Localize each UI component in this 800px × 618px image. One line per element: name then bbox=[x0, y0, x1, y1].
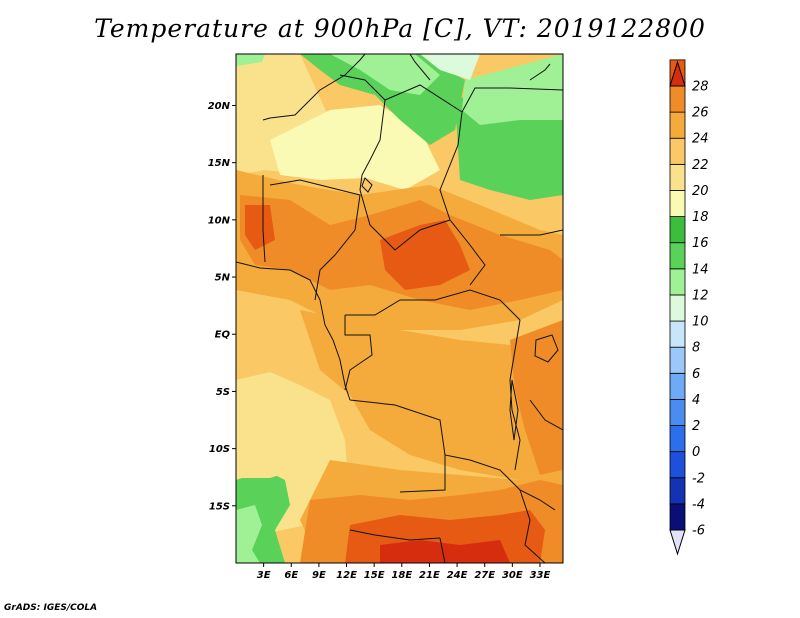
lat-tick-label: 15S bbox=[209, 501, 230, 512]
border-red-sea-coast bbox=[529, 63, 551, 81]
grads-credit: GrADS: IGES/COLA bbox=[4, 603, 98, 613]
colorbar-low-arrow bbox=[669, 529, 686, 556]
lon-tick-label: 24E bbox=[447, 570, 468, 581]
lon-tick-label: 9E bbox=[312, 570, 326, 581]
colorbar-bin bbox=[669, 111, 686, 139]
border-sahel-north bbox=[262, 54, 366, 121]
colorbar-label: 4 bbox=[692, 393, 700, 408]
colorbar-bin bbox=[669, 372, 686, 400]
border-libya bbox=[409, 54, 431, 81]
colorbar-label: 10 bbox=[692, 315, 709, 330]
border-tanzania bbox=[529, 399, 563, 431]
border-cameroon bbox=[269, 179, 361, 301]
lat-tick-label: 20N bbox=[208, 101, 231, 112]
lon-tick-label: 33E bbox=[530, 570, 551, 581]
border-coastline-west bbox=[236, 261, 351, 401]
lat-tick-label: EQ bbox=[215, 330, 231, 341]
border-lake-tanganyika bbox=[509, 379, 519, 441]
border-drc-north bbox=[345, 289, 521, 321]
colorbar-bin bbox=[669, 190, 686, 217]
colorbar-label: 12 bbox=[692, 288, 709, 303]
colorbar-bin bbox=[669, 399, 686, 426]
country-borders bbox=[236, 54, 563, 563]
latitude-axis: 20N 15N 10N 5N EQ 5S 10S 15S bbox=[208, 101, 236, 512]
border-mozambique bbox=[519, 489, 546, 563]
lat-tick-label: 10N bbox=[208, 215, 231, 226]
field-sahel-16-18 bbox=[270, 105, 440, 190]
border-angola-north bbox=[349, 399, 471, 461]
colorbar-label: -4 bbox=[692, 497, 705, 512]
field-east-warm-24-26 bbox=[510, 320, 563, 475]
colorbar-label: 0 bbox=[692, 445, 700, 460]
colorbar-bin bbox=[669, 242, 686, 270]
lat-tick-label: 15N bbox=[208, 158, 231, 169]
lon-tick-label: 12E bbox=[336, 570, 357, 581]
colorbar-bin bbox=[669, 451, 686, 479]
colorbar-label: 22 bbox=[692, 158, 709, 173]
field-top-pale bbox=[420, 54, 480, 80]
lon-tick-label: 18E bbox=[391, 570, 412, 581]
lon-tick-label: 15E bbox=[364, 570, 385, 581]
border-lake-chad bbox=[361, 177, 373, 193]
colorbar-label: 18 bbox=[692, 210, 709, 225]
colorbar-bin bbox=[669, 85, 686, 113]
colorbar-bin bbox=[669, 425, 686, 453]
longitude-axis: 3E 6E 9E 12E 15E 18E 21E 24E 27E 30E 33E bbox=[257, 563, 551, 581]
lat-tick-label: 5S bbox=[216, 387, 230, 398]
lon-tick-label: 21E bbox=[419, 570, 440, 581]
colorbar-bin bbox=[669, 346, 686, 374]
border-car bbox=[359, 189, 486, 286]
colorbar-bin bbox=[669, 137, 686, 165]
colorbar-bin bbox=[669, 503, 686, 531]
lat-tick-label: 10S bbox=[209, 444, 230, 455]
lon-tick-label: 6E bbox=[284, 570, 298, 581]
plot-frame bbox=[235, 53, 564, 564]
lon-tick-label: 3E bbox=[257, 570, 271, 581]
field-hot-core-26-28 bbox=[380, 220, 470, 290]
field-northeast-light-green bbox=[462, 54, 563, 125]
colorbar-bin bbox=[669, 477, 686, 505]
map-title: Temperature at 900hPa [C], VT: 201912280… bbox=[94, 14, 706, 43]
colorbar-bin bbox=[669, 320, 686, 348]
field-south-core-28 bbox=[380, 540, 510, 563]
colorbar-label: 26 bbox=[692, 106, 709, 121]
colorbar-label: 14 bbox=[692, 262, 709, 277]
colorbar-label: -2 bbox=[692, 471, 705, 486]
colorbar-label: 28 bbox=[692, 80, 709, 95]
colorbar-label: 6 bbox=[692, 367, 700, 382]
colorbar-label: 8 bbox=[692, 341, 700, 356]
temperature-field bbox=[236, 54, 563, 563]
colorbar-bin bbox=[669, 268, 686, 296]
border-south-vertical bbox=[439, 537, 446, 563]
border-angola-south bbox=[349, 529, 441, 541]
border-horn bbox=[461, 87, 563, 113]
colorbar-bin bbox=[669, 294, 686, 322]
lat-tick-label: 5N bbox=[215, 273, 231, 284]
field-southwest-green-12-14 bbox=[236, 505, 262, 563]
field-north-green-12-14 bbox=[330, 54, 440, 95]
colorbar-label: 16 bbox=[692, 236, 709, 251]
colorbar-high-arrow bbox=[669, 60, 686, 87]
field-hot-west-patch bbox=[245, 205, 275, 250]
lon-tick-label: 27E bbox=[474, 570, 495, 581]
border-chad-sudan bbox=[384, 84, 463, 221]
field-southwest-pale bbox=[236, 445, 295, 478]
border-lake-victoria bbox=[534, 334, 559, 363]
colorbar-label: 24 bbox=[692, 132, 709, 147]
colorbar-label: -6 bbox=[692, 524, 705, 539]
border-congo bbox=[344, 315, 373, 391]
colorbar-bin bbox=[669, 163, 686, 191]
field-congo-22-24 bbox=[300, 310, 563, 480]
colorbar-label: 2 bbox=[692, 419, 700, 434]
border-east-africa bbox=[500, 229, 563, 236]
colorbar-label: 20 bbox=[692, 184, 709, 199]
border-chad-niger bbox=[339, 74, 386, 191]
border-nigeria bbox=[262, 175, 266, 263]
colorbar-bin bbox=[669, 216, 686, 244]
border-angola-east bbox=[399, 455, 446, 493]
field-north-west-patch bbox=[236, 54, 265, 66]
lon-tick-label: 30E bbox=[502, 570, 523, 581]
